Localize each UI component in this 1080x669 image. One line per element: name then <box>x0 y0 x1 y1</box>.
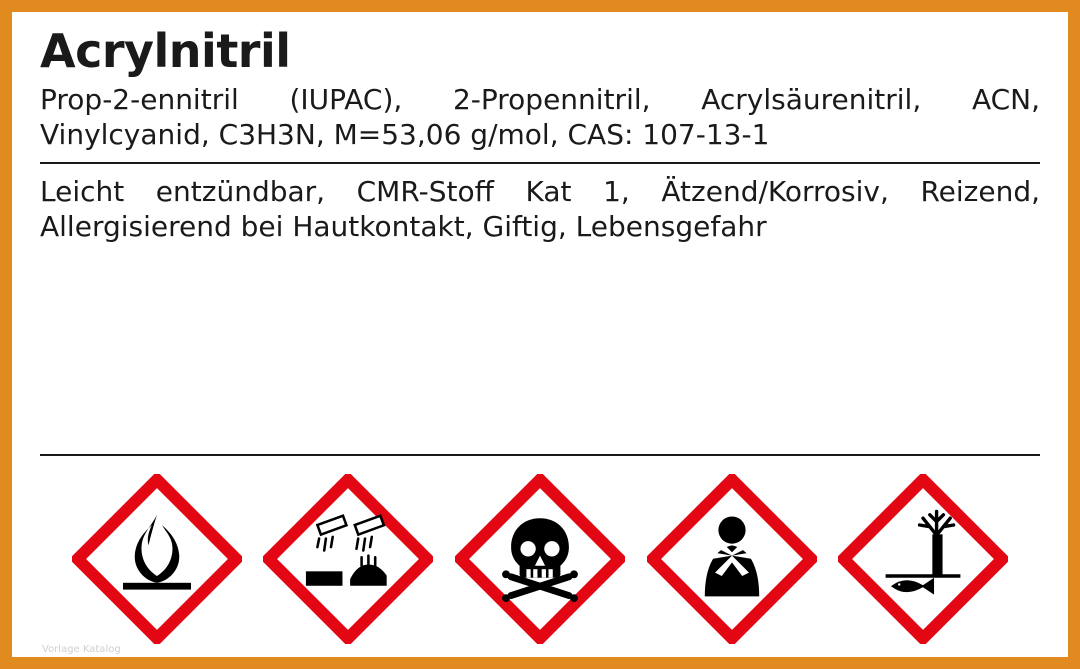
ghs02-flammable-icon <box>72 474 242 644</box>
ghs-pictogram-row <box>40 466 1040 644</box>
ghs09-environment-icon <box>838 474 1008 644</box>
chemical-label-card: Acrylnitril Prop-2-ennitril (IUPAC), 2-P… <box>0 0 1080 669</box>
watermark-text: Vorlage Katalog <box>42 644 1040 655</box>
hazard-summary: Leicht entzündbar, CMR-Stoff Kat 1, Ätze… <box>40 174 1040 244</box>
ghs08-health-hazard-icon <box>647 474 817 644</box>
chemical-name: Acrylnitril <box>40 24 1040 78</box>
divider-top <box>40 162 1040 164</box>
spacer <box>40 244 1040 444</box>
chemical-synonyms: Prop-2-ennitril (IUPAC), 2-Propennitril,… <box>40 82 1040 152</box>
ghs06-toxic-icon <box>455 474 625 644</box>
ghs05-corrosive-icon <box>263 474 433 644</box>
divider-bottom <box>40 454 1040 456</box>
